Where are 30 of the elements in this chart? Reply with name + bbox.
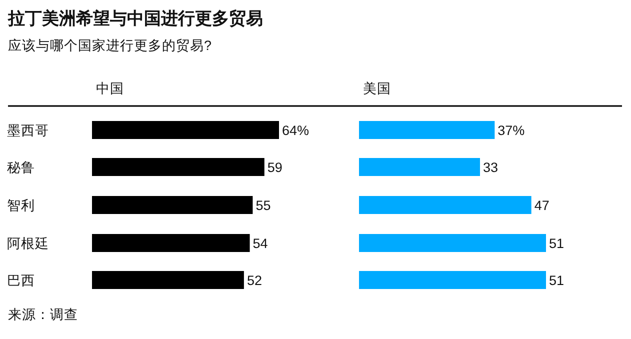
bar xyxy=(92,196,253,214)
data-label: 59 xyxy=(267,160,282,175)
data-label: 51 xyxy=(549,273,564,288)
data-label: 54 xyxy=(252,236,268,251)
data-label: 33 xyxy=(483,160,498,175)
y-tick-label: 墨西哥 xyxy=(7,123,49,138)
bar xyxy=(92,234,250,252)
bar xyxy=(92,158,264,176)
data-label: 55 xyxy=(256,198,271,213)
bar xyxy=(359,158,480,176)
y-tick-label: 智利 xyxy=(7,198,35,213)
y-tick-label: 巴西 xyxy=(7,273,35,288)
source-note: 来源：调查 xyxy=(8,307,78,322)
bar xyxy=(359,121,495,139)
x-axis-title: 美国 xyxy=(363,81,391,96)
y-tick-label: 秘鲁 xyxy=(7,160,35,175)
data-label: 51 xyxy=(549,236,564,251)
data-label: 52 xyxy=(246,273,262,288)
y-tick-label: 阿根廷 xyxy=(7,236,49,251)
x-axis-title: 中国 xyxy=(96,81,124,96)
data-label: 37% xyxy=(498,123,525,138)
bar xyxy=(92,121,279,139)
data-label: 47 xyxy=(534,198,550,213)
data-label: 64% xyxy=(282,123,310,138)
bar xyxy=(359,196,532,214)
bar xyxy=(359,234,546,252)
chart-subtitle: 应该与哪个国家进行更多的贸易? xyxy=(8,38,212,53)
bar xyxy=(92,271,244,289)
chart-title: 拉丁美洲希望与中国进行更多贸易 xyxy=(7,9,263,28)
bar xyxy=(359,271,546,289)
